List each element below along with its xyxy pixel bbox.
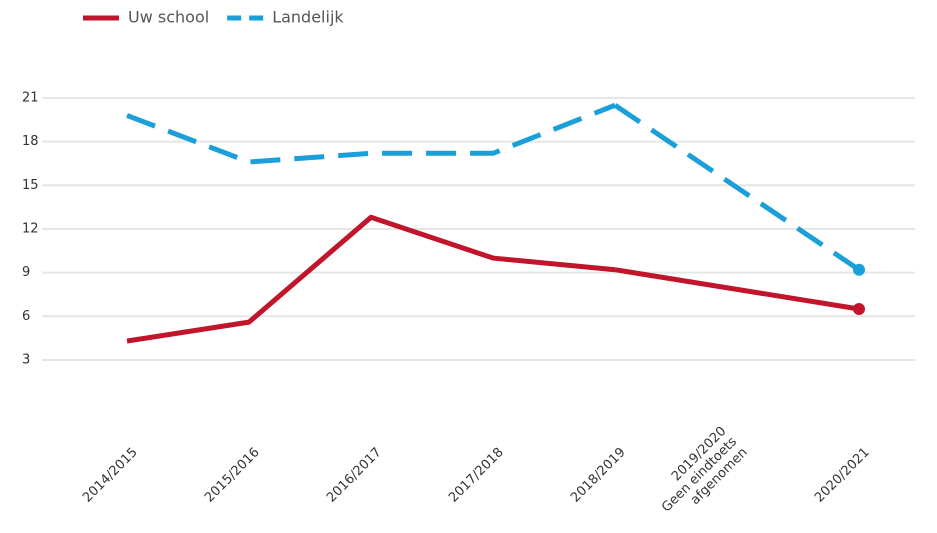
end-point: [853, 302, 865, 315]
end-point: [853, 263, 865, 276]
x-tick-label: 2017/2018: [446, 445, 507, 506]
x-tick-label: 2020/2021: [812, 445, 873, 506]
y-tick-label: 21: [22, 90, 39, 105]
y-tick-label: 12: [22, 221, 39, 236]
x-tick-label: 2018/2019: [568, 445, 629, 506]
gap-connector: [613, 103, 861, 272]
legend: Uw school Landelijk: [83, 8, 344, 27]
x-tick-label: 2015/2016: [202, 445, 263, 506]
gap-connector: [614, 267, 860, 312]
y-tick-label: 6: [22, 309, 30, 324]
y-tick-label: 9: [22, 265, 30, 280]
y-tick-label: 15: [22, 178, 39, 193]
x-tick-label: 2019/2020Geen eindtoetsafgenomen: [648, 423, 750, 525]
legend-label: Uw school: [128, 8, 209, 27]
y-tick-label: 18: [22, 134, 39, 149]
series-line: [126, 214, 616, 344]
legend-label: Landelijk: [272, 8, 344, 27]
series-line: [126, 102, 616, 165]
x-tick-label: 2016/2017: [324, 445, 385, 506]
x-tick-label: 2014/2015: [80, 445, 141, 506]
y-tick-label: 3: [22, 352, 30, 367]
